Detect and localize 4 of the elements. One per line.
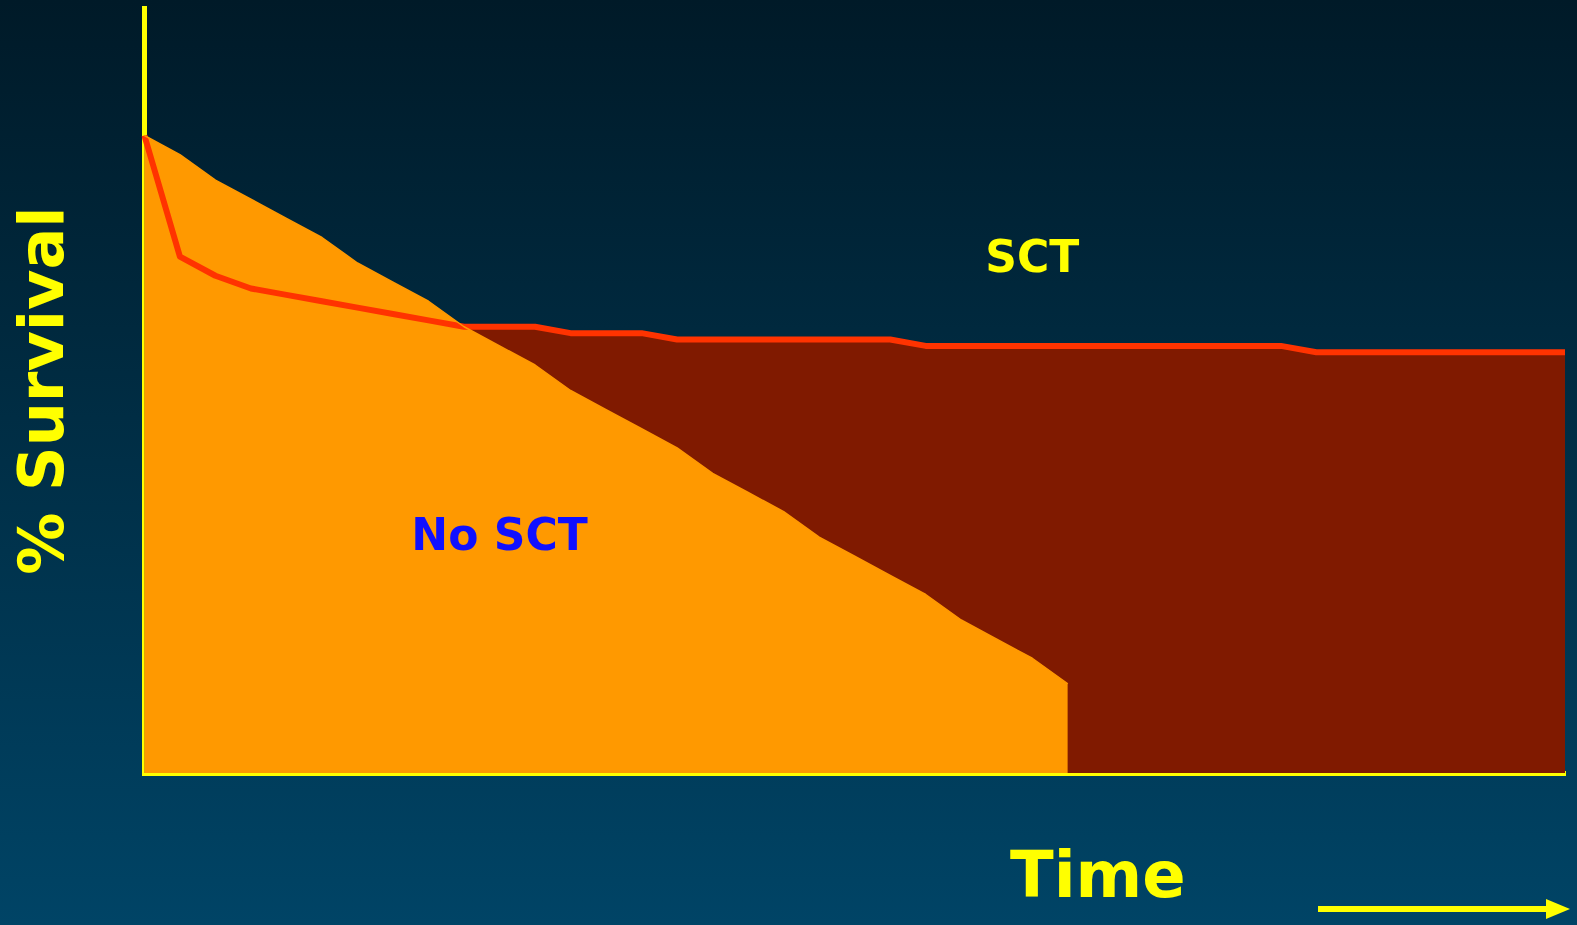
series-label: SCT — [985, 230, 1080, 282]
series-label: No SCT — [411, 508, 588, 560]
x-axis-title: Time — [1010, 838, 1186, 912]
y-axis-title: % Survival — [5, 206, 79, 575]
